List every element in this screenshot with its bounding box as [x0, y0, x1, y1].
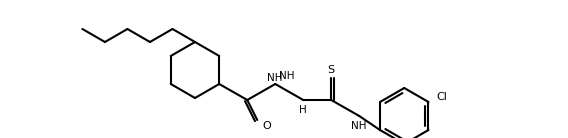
Text: S: S: [328, 65, 335, 75]
Text: NH: NH: [352, 121, 367, 131]
Text: NH: NH: [279, 71, 295, 81]
Text: O: O: [262, 121, 271, 131]
Text: NH: NH: [268, 73, 283, 83]
Text: Cl: Cl: [436, 92, 448, 102]
Text: H: H: [299, 105, 307, 115]
